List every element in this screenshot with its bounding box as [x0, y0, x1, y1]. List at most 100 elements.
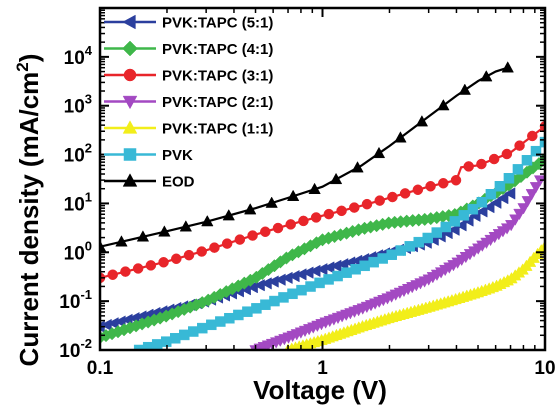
- legend-item: PVK:TAPC (4:1): [104, 40, 273, 58]
- legend-label: PVK:TAPC (2:1): [162, 94, 273, 111]
- data-point: [287, 288, 298, 300]
- data-point: [329, 172, 343, 185]
- data-point: [527, 130, 538, 142]
- data-point: [122, 14, 136, 30]
- data-point: [171, 253, 182, 265]
- data-point: [120, 266, 131, 277]
- legend-item: PVK:TAPC (1:1): [104, 120, 273, 138]
- data-point: [386, 249, 397, 260]
- data-point: [361, 198, 373, 210]
- legend-item: PVK:TAPC (3:1): [104, 68, 273, 85]
- data-point: [224, 312, 235, 324]
- x-tick-label: 0.1: [87, 358, 114, 379]
- data-point: [251, 303, 262, 314]
- y-axis-title: Current density (mA/cm2): [13, 54, 44, 367]
- data-point: [437, 99, 450, 111]
- data-point: [476, 205, 488, 218]
- series-line: [287, 245, 545, 350]
- data-point: [278, 292, 289, 303]
- y-axis-title-sup: 2: [13, 62, 32, 71]
- data-point: [260, 226, 271, 238]
- series-5: [133, 136, 545, 350]
- data-point: [285, 219, 296, 230]
- data-point: [351, 161, 364, 173]
- data-point: [209, 242, 220, 253]
- data-point: [412, 184, 424, 196]
- y-tick-label: 100: [64, 238, 92, 264]
- y-axis-title-main: Current density (mA/cm: [14, 72, 44, 367]
- x-axis-title: Voltage (V): [253, 375, 387, 405]
- series-layer: [100, 61, 545, 350]
- data-point: [483, 200, 495, 214]
- data-point: [350, 264, 361, 275]
- y-tick-label: 104: [64, 43, 93, 69]
- data-point: [332, 270, 343, 282]
- data-point: [415, 115, 429, 127]
- series-4: [284, 240, 545, 350]
- data-point: [413, 236, 424, 248]
- data-point: [122, 40, 138, 57]
- y-tick-labels: 10-2 10-1 100 101 102 103 104: [59, 43, 92, 362]
- data-point: [450, 174, 462, 186]
- data-point: [197, 322, 208, 334]
- data-point: [449, 216, 461, 227]
- data-point: [512, 164, 524, 175]
- data-point: [463, 161, 474, 172]
- data-point: [490, 196, 502, 209]
- y-tick-label: 102: [64, 141, 92, 167]
- data-point: [494, 181, 506, 192]
- data-point: [296, 284, 307, 296]
- data-point: [244, 203, 257, 215]
- data-point: [467, 203, 479, 215]
- data-point: [476, 158, 487, 170]
- data-point: [305, 281, 316, 292]
- data-point: [503, 173, 515, 184]
- series-6: [100, 61, 514, 252]
- legend-item: EOD: [104, 173, 195, 191]
- data-point: [221, 238, 233, 249]
- data-point: [336, 205, 347, 217]
- data-point: [529, 182, 543, 194]
- data-point: [215, 316, 226, 327]
- data-point: [374, 195, 385, 206]
- data-point: [458, 83, 471, 95]
- legend: PVK:TAPC (5:1) PVK:TAPC (4:1) PVK:TAPC (3:…: [104, 15, 273, 191]
- data-point: [530, 145, 542, 157]
- data-point: [123, 68, 137, 82]
- y-tick-label: 10-2: [59, 336, 92, 362]
- data-point: [145, 260, 157, 271]
- data-point: [372, 146, 386, 159]
- data-point: [179, 329, 190, 341]
- data-point: [158, 225, 171, 237]
- data-point: [501, 148, 513, 160]
- legend-item: PVK:TAPC (2:1): [104, 94, 273, 111]
- data-point: [272, 222, 284, 234]
- data-point: [525, 189, 538, 201]
- data-point: [132, 263, 144, 274]
- data-point: [349, 202, 360, 213]
- series-0: [100, 187, 516, 333]
- data-point: [517, 203, 530, 215]
- data-point: [455, 219, 467, 232]
- data-point: [404, 241, 415, 252]
- data-point: [422, 232, 434, 244]
- legend-label: PVK:TAPC (3:1): [162, 68, 273, 85]
- data-point: [514, 140, 525, 151]
- data-point: [521, 155, 533, 166]
- x-tick-labels: 0.1 1 10: [87, 358, 556, 379]
- y-tick-label: 101: [64, 189, 92, 215]
- legend-item: PVK: [104, 147, 193, 164]
- data-point: [448, 223, 460, 236]
- data-point: [488, 153, 500, 165]
- y-axis-title-close: ): [14, 54, 44, 63]
- data-point: [183, 249, 195, 261]
- legend-label: PVK:TAPC (5:1): [162, 15, 273, 32]
- data-point: [179, 220, 193, 232]
- data-point: [323, 274, 334, 285]
- data-point: [314, 277, 325, 289]
- data-point: [387, 191, 398, 203]
- x-tick-label: 1: [317, 358, 328, 379]
- data-point: [539, 136, 545, 148]
- data-point: [501, 61, 514, 73]
- data-point: [242, 306, 253, 317]
